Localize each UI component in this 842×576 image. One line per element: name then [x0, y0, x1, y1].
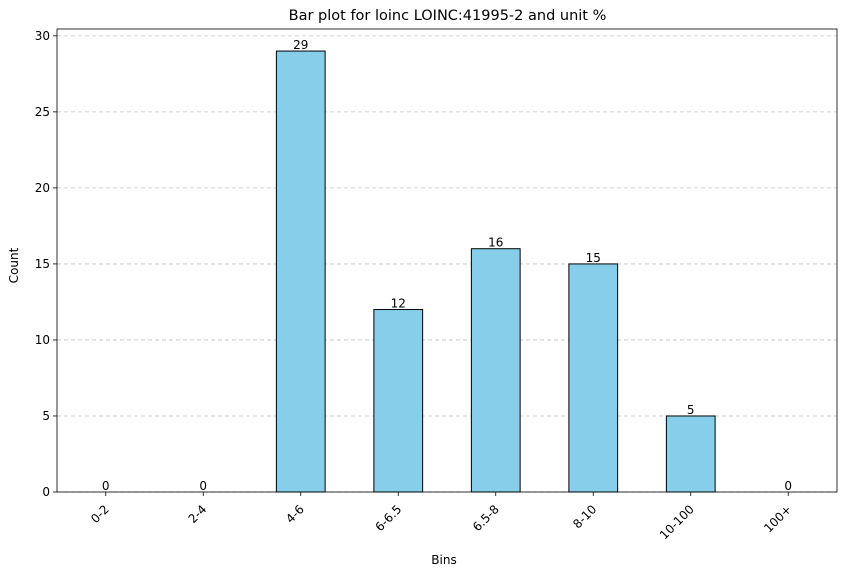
bar-value-label: 0: [199, 479, 207, 493]
chart-title: Bar plot for loinc LOINC:41995-2 and uni…: [289, 8, 607, 24]
bar-value-label: 16: [488, 236, 503, 250]
bar-value-label: 15: [586, 251, 601, 265]
y-tick-label: 10: [35, 333, 50, 347]
bar-value-label: 12: [391, 297, 406, 311]
y-tick-label: 15: [35, 257, 50, 271]
y-tick-label: 20: [35, 181, 50, 195]
bar-value-label: 29: [293, 38, 308, 52]
x-axis-label: Bins: [431, 553, 456, 567]
y-axis-ticks: 0 5 10 15 20 25 30: [35, 29, 57, 499]
y-tick-label: 5: [42, 409, 50, 423]
bar-8-10: [568, 263, 619, 493]
axes-frame: [56, 28, 838, 493]
y-tick-label: 25: [35, 105, 50, 119]
bar-value-label: 5: [687, 403, 695, 417]
y-tick-label: 0: [42, 485, 50, 499]
plot-frame: [56, 28, 838, 493]
bar-6.5-8: [470, 248, 521, 493]
bar-6-6.5: [373, 309, 424, 493]
y-axis-label: Count: [7, 247, 21, 283]
bar-value-label: 0: [784, 479, 792, 493]
data-labels: 0 0 29 12 16 15 5 0: [102, 38, 792, 493]
bar-4-6: [275, 50, 326, 493]
bars: [275, 50, 716, 493]
bar-10-100: [665, 415, 716, 493]
y-tick-label: 30: [35, 29, 50, 43]
bar-value-label: 0: [102, 479, 110, 493]
